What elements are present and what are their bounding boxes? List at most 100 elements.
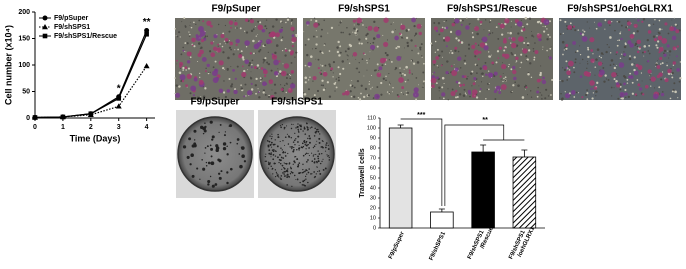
cell <box>221 45 224 48</box>
stained-cell <box>235 43 238 46</box>
cell <box>607 78 610 81</box>
cell <box>367 94 370 97</box>
colony <box>303 127 306 130</box>
colony <box>308 168 310 170</box>
cell <box>267 95 271 98</box>
cell <box>622 75 626 78</box>
y-tick-label: 60 <box>370 165 376 171</box>
cell <box>322 84 325 87</box>
colony <box>307 181 309 184</box>
cell <box>189 24 191 26</box>
cell <box>488 51 490 53</box>
stained-cell <box>376 34 381 39</box>
stained-cell <box>330 67 334 71</box>
colony <box>315 132 317 134</box>
stained-cell <box>634 93 638 96</box>
cell <box>321 51 324 54</box>
cell <box>189 57 190 59</box>
cell <box>543 30 546 33</box>
cell <box>333 82 336 86</box>
cell <box>350 95 353 98</box>
stained-cell <box>265 39 272 45</box>
cell <box>281 36 284 39</box>
cell <box>410 39 413 42</box>
colony <box>214 183 218 186</box>
cell <box>349 90 352 93</box>
cell <box>225 43 226 45</box>
colony <box>301 184 304 186</box>
stained-cell <box>483 66 488 71</box>
cell <box>312 80 314 82</box>
colony <box>265 153 267 155</box>
cell <box>258 96 261 99</box>
cell <box>423 87 425 89</box>
stained-cell <box>454 46 458 50</box>
colony <box>316 128 318 131</box>
colony <box>316 161 318 164</box>
colony <box>282 150 285 153</box>
cell <box>322 88 326 92</box>
cell <box>658 28 662 31</box>
cell <box>604 19 607 22</box>
cell <box>242 58 245 61</box>
cell <box>650 85 652 87</box>
cell <box>562 32 564 35</box>
stained-cell <box>398 77 404 83</box>
cell <box>673 17 675 19</box>
cell <box>633 56 636 59</box>
x-tick-label: 2 <box>89 124 93 131</box>
cell <box>451 88 454 91</box>
cell <box>581 58 584 61</box>
stained-cell <box>629 34 635 39</box>
cell <box>512 84 515 87</box>
stained-cell <box>287 87 293 93</box>
cell <box>406 41 409 45</box>
cell <box>304 64 307 67</box>
cell <box>591 97 594 100</box>
stained-cell <box>184 66 188 70</box>
stained-cell <box>504 47 506 50</box>
colony <box>285 125 288 127</box>
colony <box>268 140 271 143</box>
cell <box>480 81 483 83</box>
cell <box>270 69 273 72</box>
cell <box>228 46 232 49</box>
stained-cell <box>460 23 463 26</box>
cell <box>405 36 409 40</box>
cell <box>629 72 632 75</box>
stained-cell <box>548 56 552 60</box>
cell <box>248 61 252 65</box>
colony <box>275 171 278 173</box>
stained-cell <box>479 87 482 90</box>
y-tick-label: 50 <box>22 88 30 95</box>
cell <box>370 74 373 76</box>
cell <box>307 79 310 81</box>
cell <box>526 43 530 47</box>
cell <box>517 84 520 87</box>
cell <box>476 64 479 67</box>
colony <box>313 145 316 148</box>
stained-cell <box>661 38 668 44</box>
cell <box>661 71 664 73</box>
cell <box>450 50 452 52</box>
cell <box>423 62 425 65</box>
cell <box>186 42 189 45</box>
cell <box>380 81 383 85</box>
cell <box>647 50 650 52</box>
cell <box>435 82 438 85</box>
cell <box>522 26 524 28</box>
cell <box>464 92 467 94</box>
cell <box>234 88 237 91</box>
stained-cell <box>271 53 274 55</box>
stained-cell <box>440 64 443 67</box>
cell <box>669 97 672 100</box>
cell <box>545 88 548 91</box>
cell <box>621 53 623 55</box>
cell <box>520 53 523 56</box>
stained-cell <box>250 66 253 69</box>
cell <box>241 56 245 59</box>
stained-cell <box>362 52 365 55</box>
cell <box>533 58 536 61</box>
cell <box>459 19 462 22</box>
cell <box>182 66 185 70</box>
